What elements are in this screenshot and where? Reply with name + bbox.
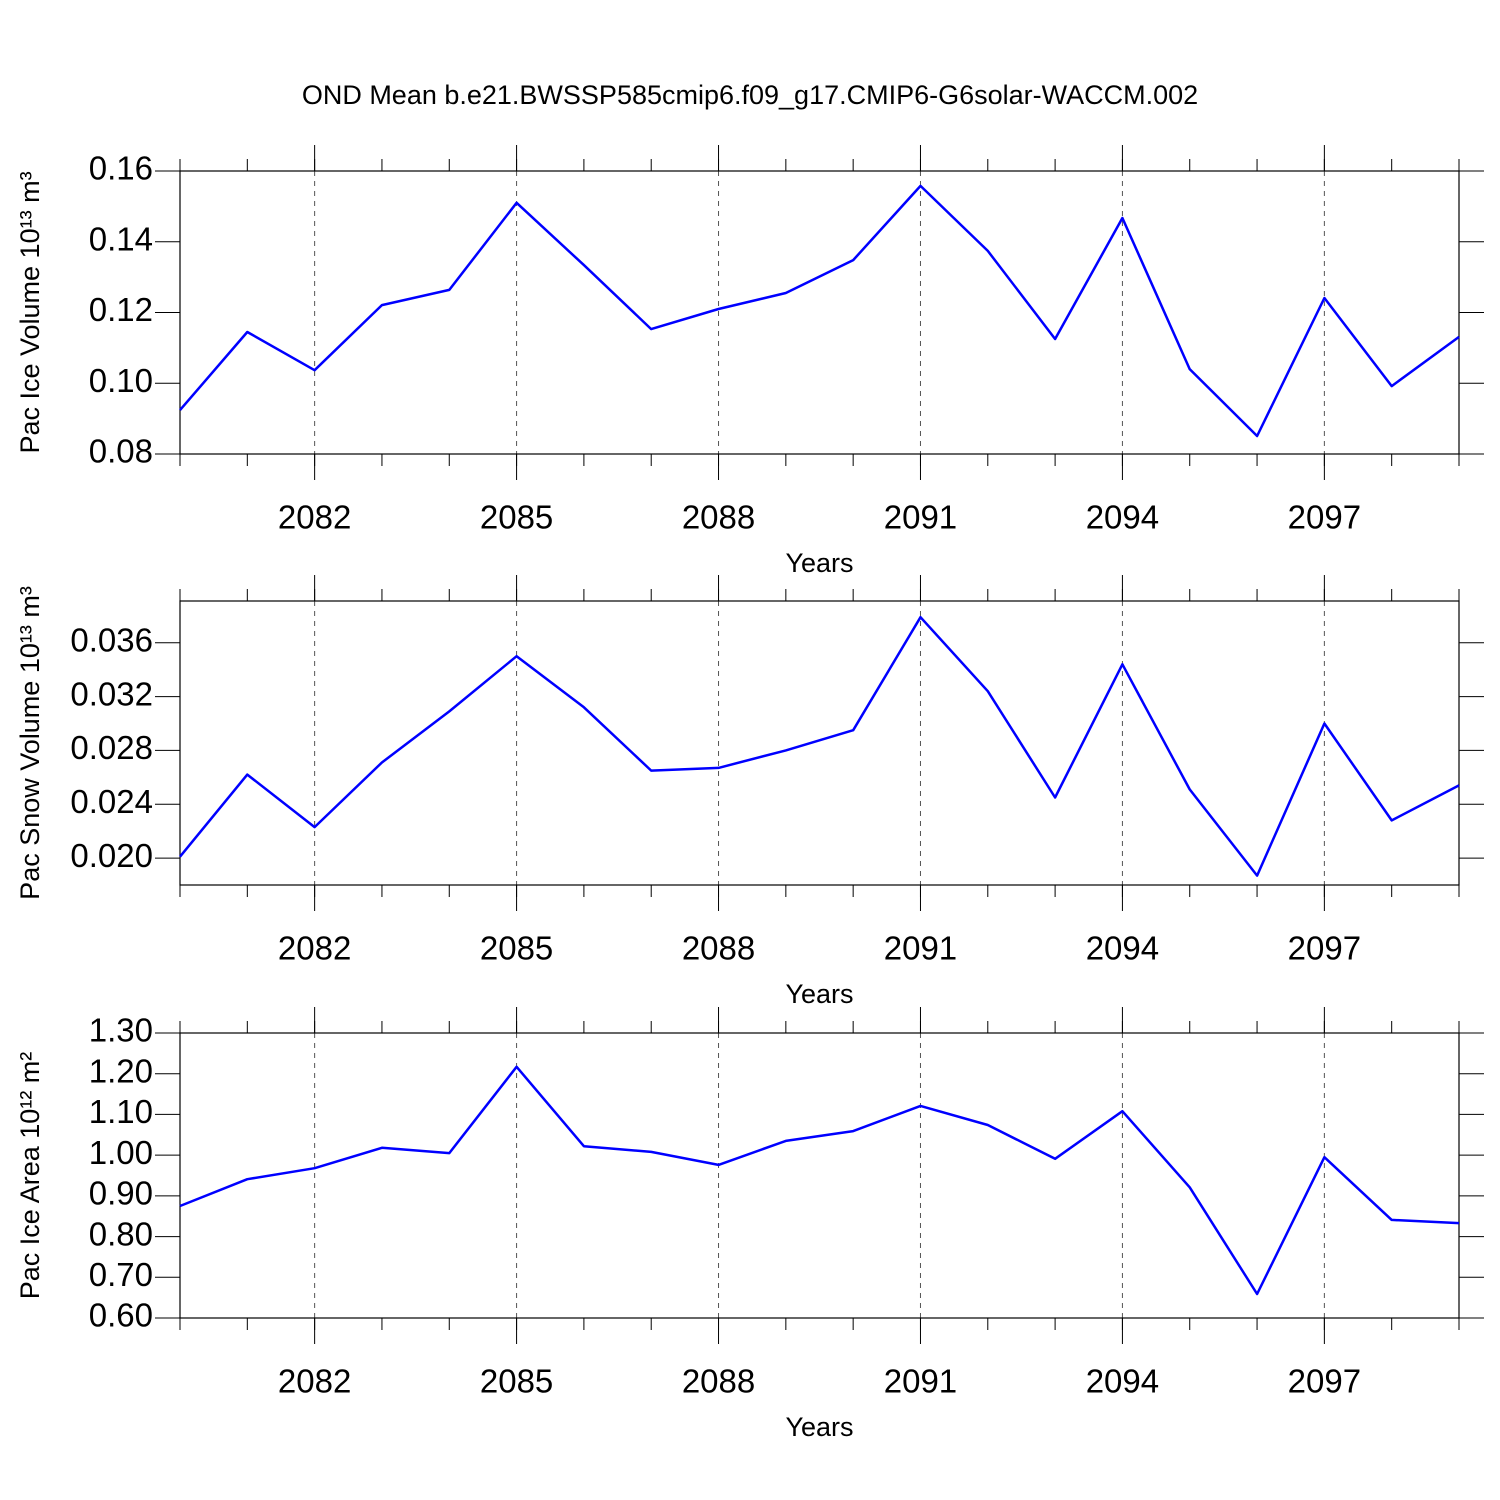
y-tick-label: 0.16 xyxy=(89,150,153,187)
x-tick-label: 2082 xyxy=(278,1363,351,1400)
x-tick-label: 2097 xyxy=(1288,1363,1361,1400)
data-line xyxy=(179,1065,1460,1296)
x-tick-label: 2088 xyxy=(682,499,755,536)
y-tick-label: 0.024 xyxy=(70,783,153,820)
data-line xyxy=(179,184,1460,438)
plot-frame xyxy=(179,170,1460,455)
data-line xyxy=(179,615,1460,877)
x-tick-label: 2082 xyxy=(278,930,351,967)
x-axis-title: Years xyxy=(785,979,853,1009)
y-tick-label: 0.70 xyxy=(89,1256,153,1293)
y-tick-label: 0.90 xyxy=(89,1175,153,1212)
y-tick-label: 0.020 xyxy=(70,837,153,874)
x-tick-label: 2085 xyxy=(480,1363,553,1400)
x-tick-label: 2088 xyxy=(682,1363,755,1400)
plot-frame xyxy=(179,600,1460,886)
y-tick-label: 1.00 xyxy=(89,1134,153,1171)
y-tick-label: 0.60 xyxy=(89,1297,153,1334)
plot-frame xyxy=(179,1032,1460,1319)
x-tick-label: 2082 xyxy=(278,499,351,536)
y-tick-label: 0.032 xyxy=(70,675,153,712)
x-axis-title: Years xyxy=(785,1412,853,1442)
y-tick-label: 0.028 xyxy=(70,729,153,766)
x-tick-label: 2091 xyxy=(884,930,957,967)
y-tick-label: 0.80 xyxy=(89,1215,153,1252)
y-tick-label: 0.12 xyxy=(89,291,153,328)
y-tick-label: 1.30 xyxy=(89,1012,153,1049)
x-tick-label: 2085 xyxy=(480,499,553,536)
x-tick-label: 2094 xyxy=(1086,930,1159,967)
x-tick-label: 2094 xyxy=(1086,499,1159,536)
y-tick-label: 0.08 xyxy=(89,433,153,470)
x-tick-label: 2091 xyxy=(884,499,957,536)
y-tick-label: 0.14 xyxy=(89,220,153,257)
figure-title: OND Mean b.e21.BWSSP585cmip6.f09_g17.CMI… xyxy=(302,80,1198,110)
x-tick-label: 2088 xyxy=(682,930,755,967)
y-axis-title: Pac Ice Volume 10¹³ m³ xyxy=(15,171,45,453)
x-tick-label: 2091 xyxy=(884,1363,957,1400)
y-tick-label: 1.10 xyxy=(89,1093,153,1130)
x-axis-title: Years xyxy=(785,548,853,578)
y-axis-title: Pac Snow Volume 10¹³ m³ xyxy=(15,586,45,900)
y-tick-label: 0.036 xyxy=(70,621,153,658)
x-tick-label: 2097 xyxy=(1288,499,1361,536)
x-tick-label: 2094 xyxy=(1086,1363,1159,1400)
x-tick-label: 2097 xyxy=(1288,930,1361,967)
y-tick-label: 1.20 xyxy=(89,1052,153,1089)
y-axis-title: Pac Ice Area 10¹² m² xyxy=(15,1052,45,1300)
y-tick-label: 0.10 xyxy=(89,362,153,399)
x-tick-label: 2085 xyxy=(480,930,553,967)
